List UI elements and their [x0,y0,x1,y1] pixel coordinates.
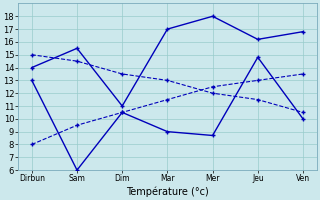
X-axis label: Température (°c): Température (°c) [126,186,209,197]
